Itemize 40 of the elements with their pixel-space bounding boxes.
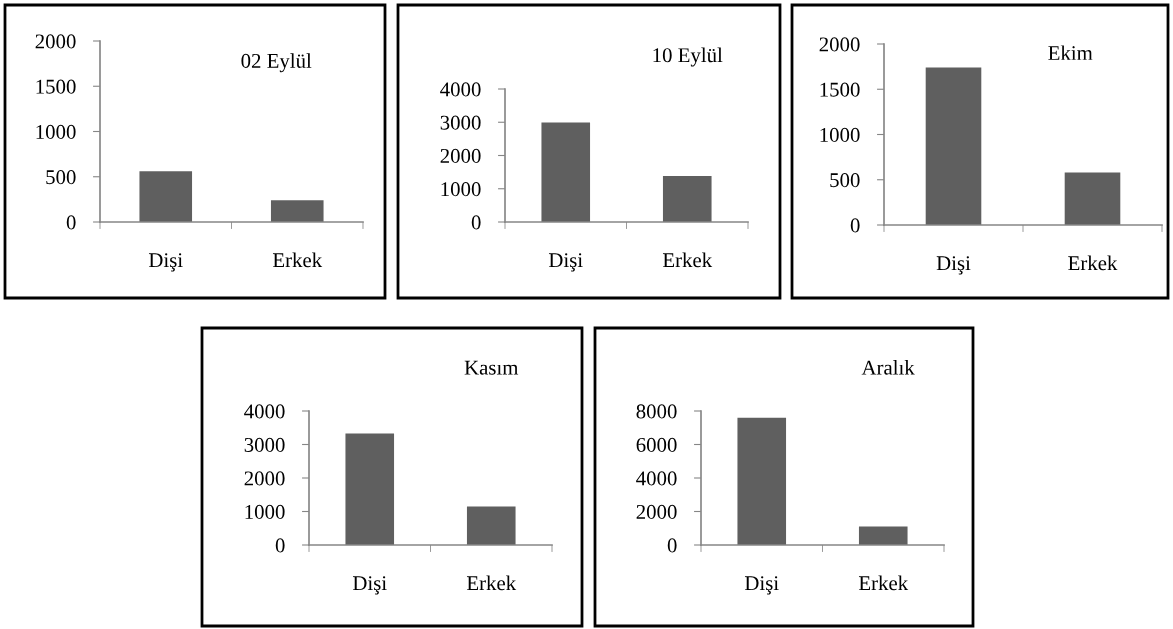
text: 02 Eylül — [241, 53, 312, 73]
y-tick-label: 2000 — [636, 504, 677, 519]
y-tick-label: 1500 — [820, 82, 860, 97]
y-tick-label: 6000 — [636, 437, 677, 452]
y-tick-label: 0 — [850, 218, 860, 233]
chart-title: Ekim — [1048, 45, 1093, 60]
y-tick-label: 2000 — [244, 471, 285, 486]
x-tick-label: Dişi — [936, 256, 971, 275]
y-tick-label: 0 — [66, 215, 76, 230]
x-tick-label: Erkek — [662, 252, 713, 268]
y-tick-label: 500 — [46, 170, 76, 185]
y-tick-label: 8000 — [636, 404, 677, 419]
y-tick-label: 2000 — [819, 37, 860, 52]
y-tick-label: 0 — [275, 538, 285, 553]
y-tick-label: 1000 — [820, 127, 860, 142]
y-tick-label: 0 — [667, 538, 677, 553]
chart-title: Kasım — [464, 360, 519, 375]
y-tick-label: 1000 — [441, 182, 481, 197]
x-tick-label: Erkek — [466, 575, 517, 591]
y-tick-label: 4000 — [244, 404, 285, 419]
x-tick-label: Erkek — [272, 252, 323, 268]
y-tick-label: 1000 — [36, 124, 76, 139]
y-tick-label: 1500 — [36, 79, 76, 94]
x-tick-label: Erkek — [858, 575, 909, 591]
chart-title: Aralık — [861, 360, 915, 375]
y-tick-label: 3000 — [244, 437, 285, 452]
y-tick-label: 0 — [471, 215, 481, 230]
y-tick-label: 2000 — [35, 34, 76, 49]
y-tick-label: 1000 — [245, 504, 285, 519]
y-tick-label: 2000 — [440, 148, 481, 163]
y-tick-label: 3000 — [440, 115, 481, 130]
x-tick-label: Dişi — [548, 253, 583, 272]
y-tick-label: 4000 — [636, 471, 677, 486]
x-tick-label: Dişi — [148, 253, 183, 272]
x-tick-label: Dişi — [744, 576, 779, 595]
y-tick-label: 500 — [830, 173, 860, 188]
x-tick-label: Dişi — [352, 576, 387, 595]
x-tick-label: Erkek — [1068, 255, 1118, 271]
chart-title: 10 Eylül — [653, 47, 723, 67]
y-tick-label: 4000 — [440, 82, 481, 97]
